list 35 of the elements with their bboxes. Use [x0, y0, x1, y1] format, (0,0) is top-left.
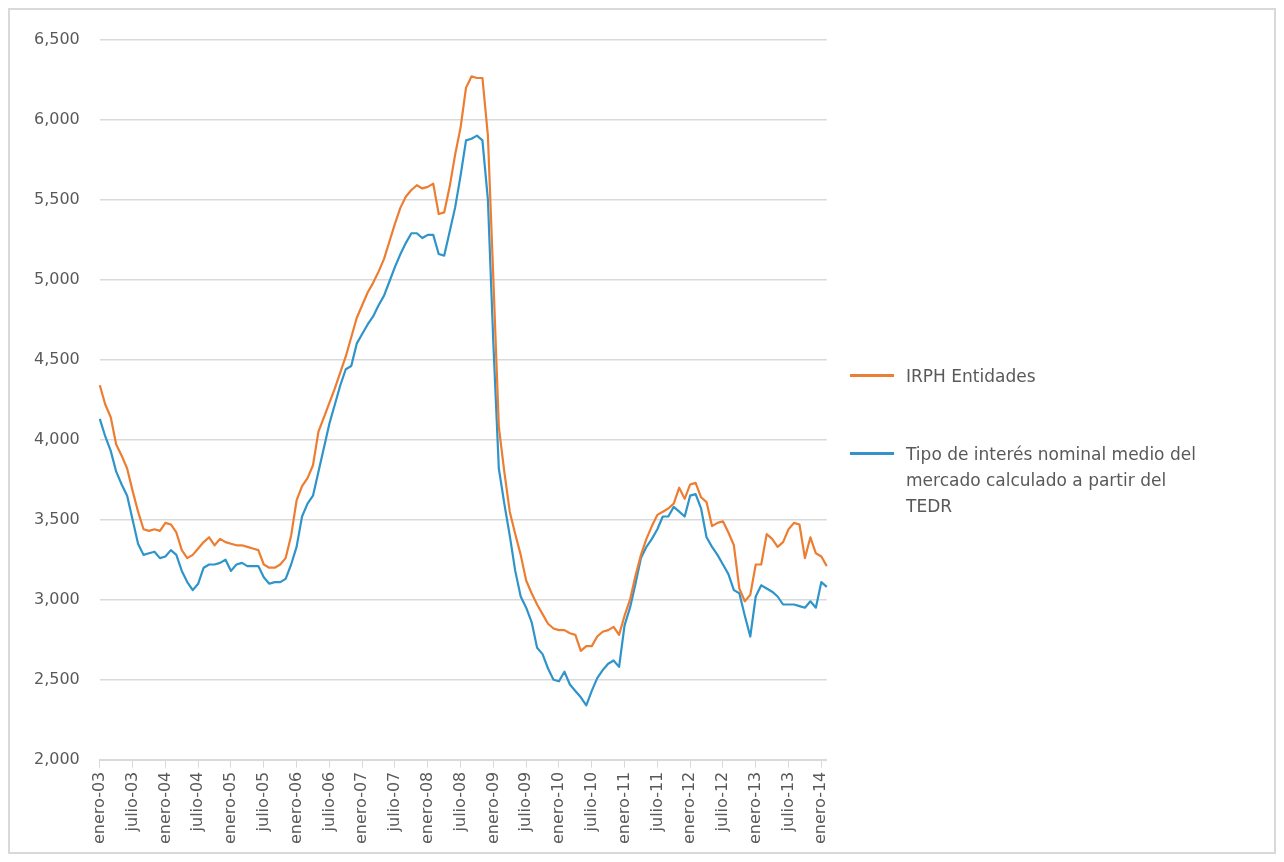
x-tick-label: enero-14: [810, 771, 830, 845]
y-tick-label: 4,000: [33, 428, 80, 448]
x-tick-label: enero-03: [88, 771, 108, 845]
x-tick-label: enero-06: [285, 771, 305, 845]
y-tick-label: 5,500: [33, 188, 80, 208]
x-tick-label: julio-10: [580, 771, 600, 833]
x-tick-label: enero-09: [482, 771, 502, 845]
x-tick-label: enero-10: [548, 771, 568, 845]
x-tick-label: julio-09: [515, 771, 535, 833]
x-tick-label: enero-05: [220, 771, 240, 845]
y-tick-label: 2,000: [33, 748, 80, 768]
y-tick-label: 3,000: [33, 588, 80, 608]
x-tick-label: enero-08: [416, 771, 436, 845]
y-tick-label: 5,000: [33, 268, 80, 288]
x-tick-label: julio-07: [384, 771, 404, 833]
x-tick-label: julio-03: [121, 771, 141, 833]
y-tick-label: 6,500: [33, 28, 80, 48]
x-tick-label: enero-04: [154, 771, 174, 845]
x-tick-label: enero-13: [744, 771, 764, 845]
legend-label: IRPH Entidades: [906, 365, 1037, 388]
y-tick-label: 4,500: [33, 348, 80, 368]
x-tick-label: julio-08: [449, 771, 469, 833]
x-tick-label: julio-11: [646, 771, 666, 833]
x-tick-label: julio-06: [318, 771, 338, 833]
x-tick-label: enero-07: [351, 771, 371, 845]
x-tick-label: julio-04: [187, 771, 207, 833]
x-tick-label: julio-05: [252, 771, 272, 833]
x-tick-label: enero-11: [613, 771, 633, 845]
x-tick-label: julio-12: [712, 771, 732, 833]
y-tick-label: 6,000: [33, 108, 80, 128]
x-tick-label: enero-12: [679, 771, 699, 845]
legend-label: Tipo de interés nominal medio del mercado calculado a partir del TEDR: [906, 443, 1197, 518]
y-tick-label: 2,500: [33, 668, 80, 688]
x-tick-label: julio-13: [777, 771, 797, 833]
y-tick-label: 3,500: [33, 508, 80, 528]
